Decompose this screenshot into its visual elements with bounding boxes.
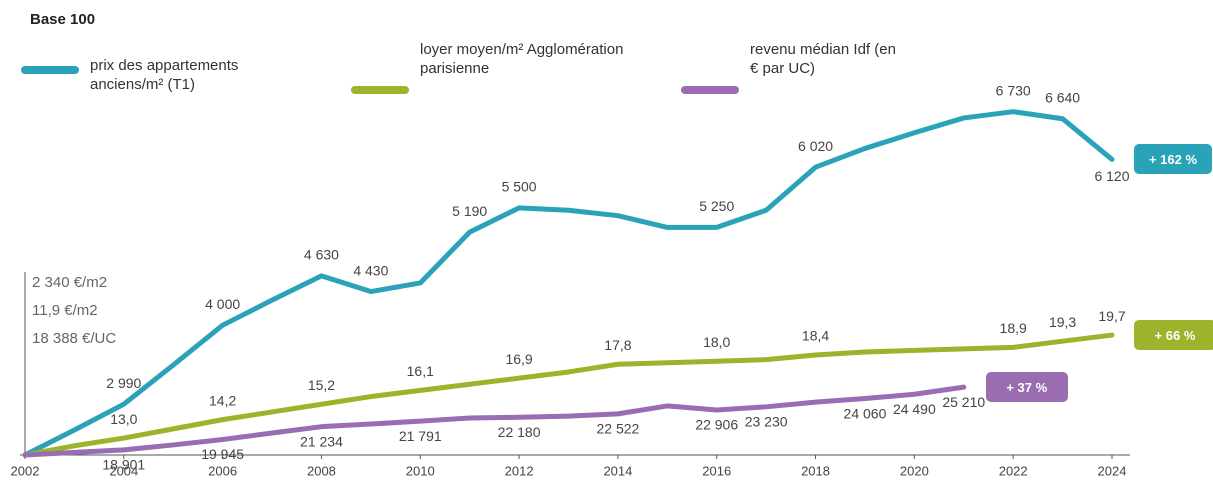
change-badge: + 162 %: [1134, 144, 1212, 175]
data-label: 18,0: [703, 334, 730, 350]
data-label: 6 120: [1094, 168, 1129, 184]
data-label: 24 060: [844, 405, 887, 421]
data-label: 19 945: [201, 446, 244, 462]
x-tick-label: 2004: [109, 463, 138, 478]
data-label: 19,3: [1049, 314, 1076, 330]
data-label: 15,2: [308, 377, 335, 393]
data-label: 6 640: [1045, 89, 1080, 105]
chart-title: Base 100: [30, 11, 95, 28]
data-label: 23 230: [745, 414, 788, 430]
data-label: 25 210: [942, 394, 985, 410]
base-label: 11,9 €/m2: [32, 302, 98, 319]
data-label: 6 020: [798, 138, 833, 154]
data-label: 22 522: [596, 421, 639, 437]
x-tick-label: 2006: [208, 463, 237, 478]
data-label: 22 180: [498, 424, 541, 440]
data-label: 18 901: [102, 457, 145, 473]
data-label: 14,2: [209, 392, 236, 408]
data-label: 18,4: [802, 328, 829, 344]
data-label: 16,9: [505, 351, 532, 367]
data-label: 5 500: [502, 179, 537, 195]
data-label: 4 000: [205, 296, 240, 312]
series-line: [22, 332, 1115, 458]
data-label: 21 791: [399, 428, 442, 444]
legend-label: prix des appartements anciens/m² (T1): [90, 57, 239, 93]
x-tick-label: 2014: [603, 463, 632, 478]
data-label: 4 630: [304, 247, 339, 263]
legend-label: loyer moyen/m² Agglomération parisienne: [420, 41, 624, 77]
base-label: 18 388 €/UC: [32, 330, 116, 347]
x-tick-label: 2002: [11, 463, 40, 478]
data-label: 16,1: [407, 363, 434, 379]
data-label: 19,7: [1098, 308, 1125, 324]
data-label: 5 190: [452, 203, 487, 219]
x-tick-label: 2016: [702, 463, 731, 478]
x-tick-label: 2012: [505, 463, 534, 478]
x-tick-label: 2010: [406, 463, 435, 478]
x-tick-label: 2018: [801, 463, 830, 478]
x-tick-label: 2008: [307, 463, 336, 478]
data-label: 2 990: [106, 375, 141, 391]
data-label: 13,0: [110, 411, 137, 427]
series-line: [22, 109, 1115, 458]
x-tick-label: 2022: [999, 463, 1028, 478]
data-label: 5 250: [699, 198, 734, 214]
data-label: 17,8: [604, 337, 631, 353]
legend-label: revenu médian Idf (en € par UC): [750, 41, 896, 77]
change-badge: + 66 %: [1134, 320, 1213, 351]
data-label: 22 906: [695, 417, 738, 433]
data-label: 21 234: [300, 433, 343, 449]
x-tick-label: 2024: [1098, 463, 1127, 478]
data-label: 6 730: [996, 82, 1031, 98]
change-badge: + 37 %: [985, 372, 1068, 403]
data-label: 18,9: [1000, 320, 1027, 336]
data-label: 24 490: [893, 401, 936, 417]
data-label: 4 430: [353, 262, 388, 278]
base-label: 2 340 €/m2: [32, 274, 107, 291]
x-tick-label: 2020: [900, 463, 929, 478]
series-line: [22, 384, 967, 458]
